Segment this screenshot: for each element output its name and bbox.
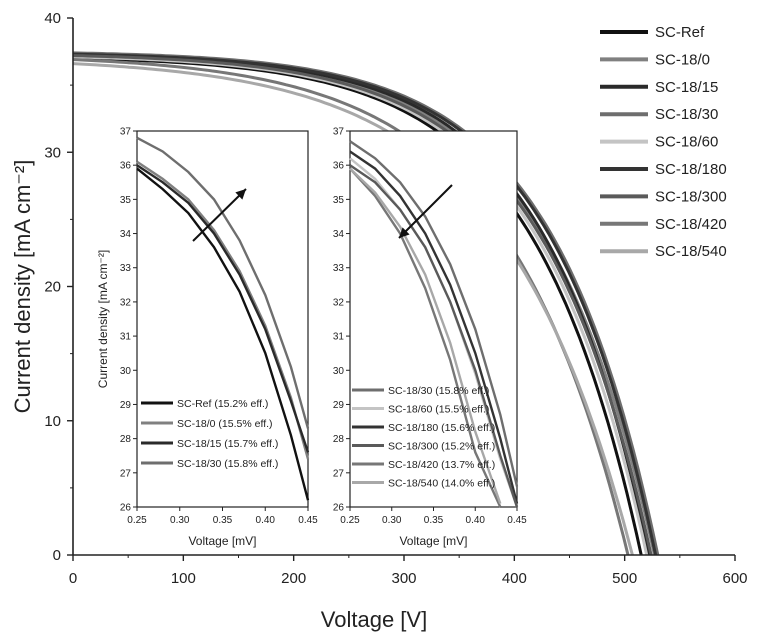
legend-label-sc-18-540: SC-18/540: [655, 243, 727, 260]
inset-y-tick-label: 30: [333, 366, 345, 377]
inset-y-tick-label: 31: [120, 332, 132, 343]
inset-y-tick-label: 31: [333, 332, 345, 343]
inset-legend-label-sc-18-180: SC-18/180 (15.6% eff.): [388, 422, 495, 434]
inset-y-tick-label: 27: [120, 468, 132, 479]
inset-series-line-sc-18-540: [349, 167, 502, 504]
main-legend: SC-Ref SC-18/0 SC-18/15 SC-18/30 SC-18/60 SC-…: [600, 24, 727, 260]
legend-label-sc-18-300: SC-18/300: [655, 188, 727, 205]
inset-x-tick-label: 0.40: [256, 515, 276, 526]
trend-arrow: [398, 184, 453, 239]
inset-legend-label-sc-18-30: SC-18/30 (15.8% eff.): [177, 458, 278, 470]
x-tick-label: 0: [69, 570, 77, 587]
inset-x-tick-label: 0.45: [507, 515, 527, 526]
inset-plot-right: 0.25 0.30 0.35 0.40 0.45 26 27 28 29 30 31 32 33 34 35…: [333, 127, 527, 549]
main-plot: 0 100 200 300 400 500 600 0 10 20 30 40 Voltage [V] C…: [10, 10, 748, 632]
legend-label-sc-18-15: SC-18/15: [655, 79, 718, 96]
y-tick-label: 20: [44, 279, 61, 296]
inset-legend-label-sc-18-30: SC-18/30 (15.8% eff.): [388, 385, 489, 397]
inset-x-axis-title: Voltage [mV]: [188, 534, 256, 548]
inset-series-group: [136, 136, 310, 501]
series-line-sc-18-540: [72, 62, 634, 556]
inset-x-tick-label: 0.30: [170, 515, 190, 526]
x-tick-label: 400: [502, 570, 527, 587]
inset-y-tick-label: 28: [333, 434, 345, 445]
inset-frame: [136, 130, 309, 508]
x-tick-label: 100: [171, 570, 196, 587]
trend-arrow-head: [399, 227, 410, 238]
inset-series-group: [349, 140, 519, 508]
inset-x-tick-label: 0.35: [213, 515, 233, 526]
inset-x-tick-label: 0.25: [127, 515, 147, 526]
main-series-group: [72, 51, 660, 556]
inset-y-tick-label: 29: [120, 400, 132, 411]
inset-y-axis-title: Current density [mA cm⁻²]: [96, 250, 110, 388]
legend-label-sc-18-30: SC-18/30: [655, 106, 718, 123]
legend-label-sc-18-420: SC-18/420: [655, 216, 727, 233]
inset-series-line-sc-18-30: [136, 136, 310, 429]
series-line-sc-18-300: [72, 54, 653, 556]
legend-label-sc-18-60: SC-18/60: [655, 134, 718, 151]
y-axis-title: Current density [mA cm⁻²]: [10, 160, 35, 414]
legend-label-sc-18-0: SC-18/0: [655, 51, 710, 68]
inset-y-tick-label: 30: [120, 366, 132, 377]
inset-y-tick-label: 35: [120, 195, 132, 206]
inset-legend-label-sc-18-60: SC-18/60 (15.5% eff.): [388, 404, 489, 416]
inset-y-tick-label: 36: [120, 161, 132, 172]
inset-y-tick-label: 26: [333, 503, 345, 514]
trend-arrow: [192, 188, 247, 242]
inset-y-tick-label: 34: [120, 229, 132, 240]
inset-y-tick-label: 36: [333, 161, 345, 172]
inset-x-tick-label: 0.35: [424, 515, 444, 526]
y-tick-label: 30: [44, 144, 61, 161]
inset-y-tick-label: 35: [333, 195, 345, 206]
inset-y-tick-label: 32: [120, 297, 132, 308]
inset-series-line-sc-18-180: [349, 150, 519, 504]
x-tick-label: 300: [391, 570, 416, 587]
inset-y-tick-label: 33: [120, 263, 132, 274]
inset-y-tick-label: 26: [120, 503, 132, 514]
inset-y-tick-label: 29: [333, 400, 345, 411]
inset-series-line-sc-18-15: [136, 164, 310, 453]
inset-series-line-sc-18-420: [349, 167, 502, 508]
inset-series-line-sc-ref: [136, 167, 310, 501]
inset-legend-label-sc-18-0: SC-18/0 (15.5% eff.): [177, 418, 273, 430]
inset-x-tick-label: 0.25: [340, 515, 360, 526]
legend-label-sc-ref: SC-Ref: [655, 24, 705, 41]
inset-y-tick-label: 33: [333, 263, 345, 274]
inset-y-tick-label: 28: [120, 434, 132, 445]
x-tick-label: 200: [281, 570, 306, 587]
x-tick-label: 600: [722, 570, 747, 587]
x-tick-label: 500: [612, 570, 637, 587]
legend-label-sc-18-180: SC-18/180: [655, 161, 727, 178]
inset-series-line-sc-18-300: [349, 164, 519, 508]
inset-legend-label-sc-18-15: SC-18/15 (15.7% eff.): [177, 438, 278, 450]
inset-y-tick-label: 34: [333, 229, 345, 240]
series-line-sc-18-180: [72, 52, 658, 556]
inset-x-tick-label: 0.40: [466, 515, 486, 526]
y-tick-label: 10: [44, 413, 61, 430]
inset-legend-label-sc-18-420: SC-18/420 (13.7% eff.): [388, 459, 495, 471]
x-axis-title: Voltage [V]: [321, 607, 427, 632]
y-tick-label: 0: [53, 547, 61, 564]
inset-legend-label-sc-ref: SC-Ref (15.2% eff.): [177, 398, 268, 410]
inset-y-tick-label: 37: [333, 127, 345, 138]
inset-y-tick-label: 32: [333, 297, 345, 308]
inset-y-tick-label: 37: [120, 127, 132, 138]
inset-legend-label-sc-18-540: SC-18/540 (14.0% eff.): [388, 478, 495, 490]
y-tick-label: 40: [44, 10, 61, 27]
inset-plot-left: 0.25 0.30 0.35 0.40 0.45 26 27 28 29 30 31 32 33 34 35…: [96, 127, 318, 549]
inset-legend-label-sc-18-300: SC-18/300 (15.2% eff.): [388, 441, 495, 453]
trend-arrow-head: [235, 189, 246, 200]
inset-y-tick-label: 27: [333, 468, 345, 479]
inset-series-line-sc-18-30: [349, 140, 519, 487]
inset-x-tick-label: 0.45: [298, 515, 318, 526]
inset-x-axis-title: Voltage [mV]: [399, 534, 467, 548]
inset-x-tick-label: 0.30: [382, 515, 402, 526]
